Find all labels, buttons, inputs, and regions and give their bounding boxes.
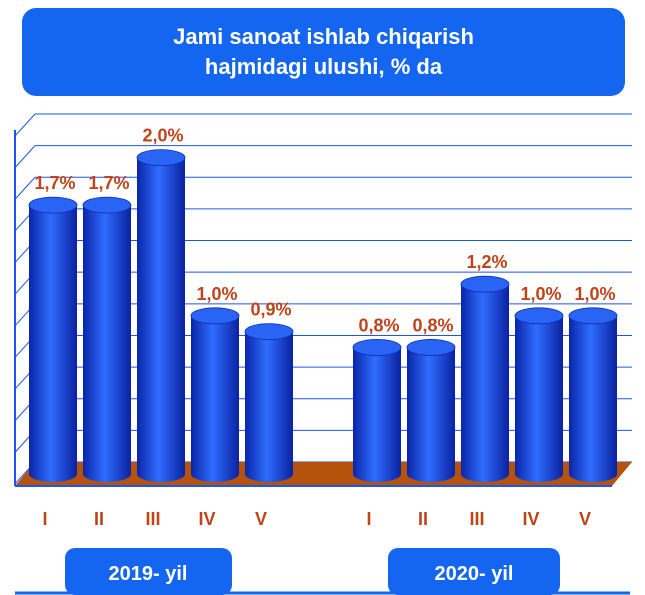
data-label: 1,2% <box>466 252 507 272</box>
tick-mark <box>14 176 36 200</box>
data-label: 1,0% <box>520 284 561 304</box>
bar-top <box>406 339 456 356</box>
title-box: Jami sanoat ishlab chiqarish hajmidagi u… <box>22 8 625 96</box>
tick-mark <box>14 145 36 168</box>
data-label: 0,9% <box>250 300 291 320</box>
data-label: 0,8% <box>358 315 399 335</box>
bar <box>515 315 563 482</box>
x-tick-label: II <box>94 509 104 529</box>
x-tick-label: V <box>255 509 267 529</box>
bar <box>137 157 185 483</box>
bar-top <box>514 307 564 325</box>
bar <box>191 315 239 482</box>
chart-title: Jami sanoat ishlab chiqarish hajmidagi u… <box>173 24 474 79</box>
data-label: 1,0% <box>196 284 237 304</box>
bar-top <box>136 149 186 167</box>
bar <box>461 284 509 482</box>
bar-top <box>82 196 132 214</box>
group-label: 2019- yil <box>109 563 188 585</box>
x-tick-label: IV <box>522 509 539 529</box>
x-tick-label: IV <box>198 509 215 529</box>
tick-mark <box>14 113 36 137</box>
x-tick-label: I <box>366 509 371 529</box>
bar <box>29 205 77 482</box>
data-label: 1,7% <box>34 173 75 193</box>
bar <box>407 347 455 482</box>
x-tick-label: V <box>579 509 591 529</box>
bar-top <box>568 307 618 325</box>
bar-top <box>460 275 510 293</box>
bar-top <box>190 307 240 325</box>
bar <box>353 347 401 482</box>
group-label: 2020- yil <box>435 563 514 585</box>
x-tick-label: III <box>145 509 160 529</box>
data-label: 2,0% <box>142 126 183 146</box>
bar <box>83 205 131 482</box>
data-label: 0,8% <box>412 315 453 335</box>
bar <box>245 331 293 482</box>
bar-top <box>244 323 294 341</box>
bar-top <box>352 339 402 356</box>
x-tick-label: III <box>469 509 484 529</box>
bar-top <box>28 196 78 214</box>
bar <box>569 315 617 482</box>
group-box <box>388 548 560 595</box>
group-box <box>65 548 232 595</box>
data-label: 1,7% <box>88 173 129 193</box>
x-tick-label: I <box>42 509 47 529</box>
x-tick-label: II <box>418 509 428 529</box>
data-label: 1,0% <box>574 284 615 304</box>
